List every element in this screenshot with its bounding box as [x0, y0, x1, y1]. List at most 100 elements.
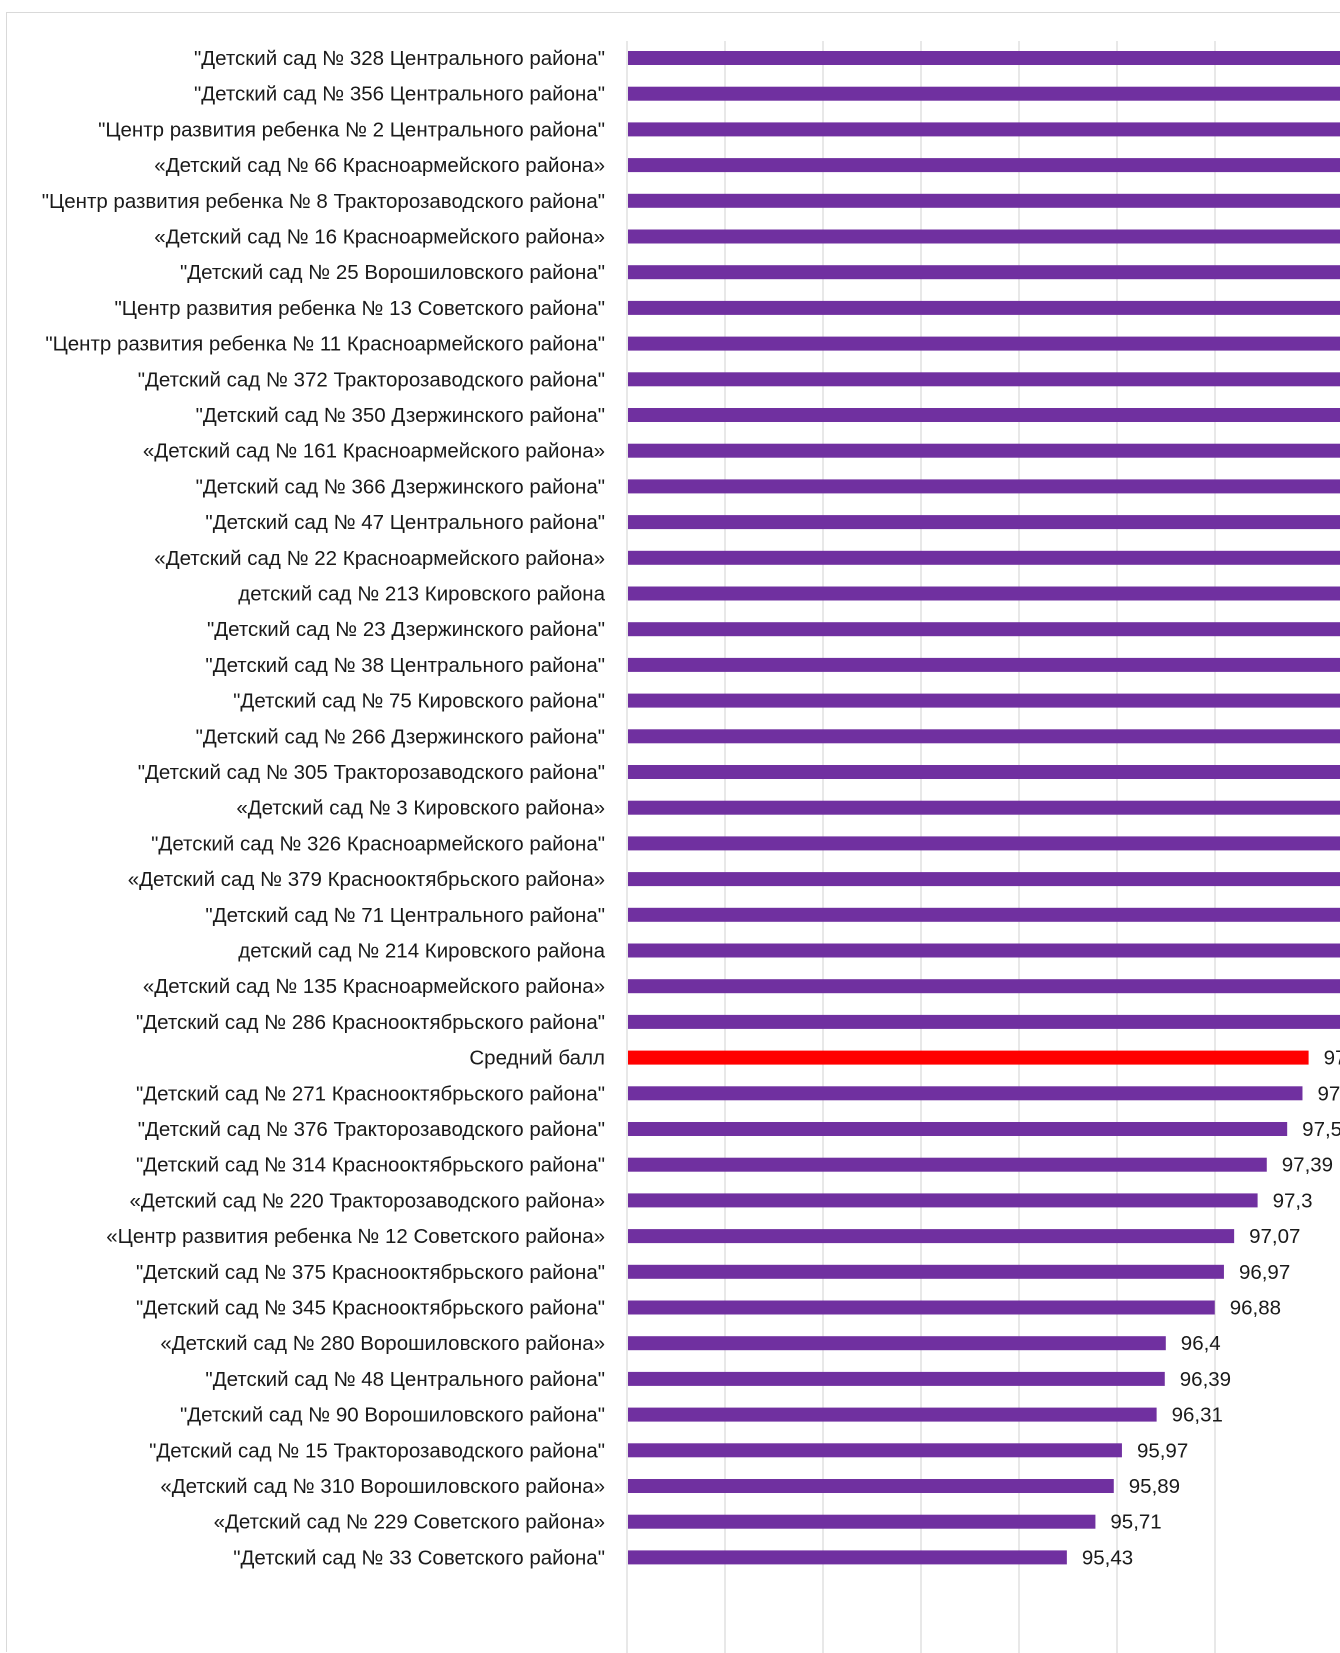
bar [628, 622, 1340, 637]
bar [628, 1264, 1224, 1279]
category-label: детский сад № 213 Кировского района [238, 583, 605, 606]
bar [628, 586, 1340, 601]
bar [628, 1407, 1157, 1422]
value-label: 95,43 [1082, 1546, 1133, 1569]
bar [628, 1300, 1215, 1315]
value-label: 96,31 [1172, 1404, 1223, 1427]
bar [628, 51, 1340, 65]
bar [628, 1479, 1114, 1493]
bar [628, 1122, 1288, 1136]
category-label: "Центр развития ребенка № 13 Советского … [115, 297, 605, 320]
category-label: «Детский сад № 220 Тракторозаводского ра… [129, 1189, 605, 1212]
bar [628, 300, 1340, 315]
bar [628, 943, 1340, 958]
category-label: "Детский сад № 366 Дзержинского района" [196, 475, 605, 498]
value-label: 95,89 [1129, 1475, 1180, 1498]
category-label: "Детский сад № 305 Тракторозаводского ра… [138, 761, 605, 784]
bar [628, 193, 1340, 208]
bar [628, 1336, 1166, 1351]
bar [628, 443, 1340, 458]
category-label: "Центр развития ребенка № 8 Тракторозаво… [42, 190, 605, 213]
bar [628, 907, 1340, 922]
value-label: 96,39 [1180, 1368, 1231, 1391]
category-label: "Детский сад № 314 Краснооктябрьского ра… [136, 1154, 605, 1177]
bar [628, 1371, 1165, 1386]
bar [628, 479, 1340, 494]
value-label: 95,97 [1137, 1439, 1188, 1462]
category-label: "Детский сад № 350 Дзержинского района" [196, 404, 605, 427]
value-label: 96,97 [1239, 1261, 1290, 1284]
bar [628, 336, 1340, 351]
category-label: «Детский сад № 310 Ворошиловского района… [160, 1475, 605, 1498]
category-label: "Детский сад № 375 Краснооктябрьского ра… [136, 1261, 605, 1284]
bar-average [628, 1050, 1309, 1065]
bar [628, 515, 1340, 530]
category-label: детский сад № 214 Кировского района [238, 940, 605, 963]
bar [628, 657, 1340, 672]
category-label: "Детский сад № 23 Дзержинского района" [207, 618, 605, 641]
bar [628, 1550, 1067, 1565]
bar [628, 229, 1340, 244]
category-label: "Детский сад № 15 Тракторозаводского рай… [149, 1439, 605, 1462]
bar [628, 1014, 1340, 1029]
category-label: «Детский сад № 280 Ворошиловского района… [160, 1332, 605, 1355]
value-labels: 998989898,98,097,897,7497,5997,3997,397,… [1082, 1047, 1340, 1570]
bar [628, 550, 1340, 565]
value-label: 97,8 [1324, 1047, 1340, 1070]
category-label: "Детский сад № 90 Ворошиловского района" [180, 1404, 605, 1427]
category-label: "Детский сад № 345 Краснооктябрьского ра… [136, 1297, 605, 1320]
category-label: "Центр развития ребенка № 11 Красноармей… [45, 333, 605, 356]
bar [628, 693, 1340, 708]
category-label: "Детский сад № 271 Краснооктябрьского ра… [136, 1082, 605, 1105]
bar [628, 1514, 1096, 1529]
category-label: "Детский сад № 286 Краснооктябрьского ра… [136, 1011, 605, 1034]
category-label: «Детский сад № 22 Красноармейского район… [154, 547, 605, 570]
category-label: "Детский сад № 47 Центрального района" [205, 511, 605, 534]
bar [628, 372, 1340, 387]
chart-frame: "Детский сад № 328 Центрального района" "… [6, 12, 1340, 1653]
bar [628, 1086, 1303, 1101]
bar [628, 1229, 1235, 1244]
bar [628, 800, 1340, 815]
value-label: 97,59 [1302, 1118, 1340, 1141]
bar [628, 1157, 1267, 1172]
category-label: "Детский сад № 376 Тракторозаводского ра… [138, 1118, 605, 1141]
bar [628, 408, 1340, 422]
category-label: «Детский сад № 135 Красноармейского райо… [143, 975, 605, 998]
category-label: "Детский сад № 71 Центрального района" [205, 904, 605, 927]
category-label: "Детский сад № 356 Центрального района" [194, 83, 605, 106]
category-label: «Центр развития ребенка № 12 Советского … [106, 1225, 605, 1248]
bar [628, 765, 1340, 779]
bar [628, 158, 1340, 173]
value-label: 97,74 [1317, 1082, 1340, 1105]
category-label: "Детский сад № 48 Центрального района" [205, 1368, 605, 1391]
category-label: «Детский сад № 229 Советского района» [214, 1511, 605, 1534]
bar [628, 729, 1340, 744]
bar [628, 122, 1340, 137]
category-label: "Детский сад № 38 Центрального района" [205, 654, 605, 677]
category-label: "Центр развития ребенка № 2 Центрального… [98, 118, 605, 141]
category-labels: "Детский сад № 328 Центрального района" "… [42, 47, 606, 1569]
category-label: "Детский сад № 328 Центрального района" [194, 47, 605, 70]
category-label: "Детский сад № 372 Тракторозаводского ра… [138, 368, 605, 391]
bar [628, 86, 1340, 101]
category-label: «Детский сад № 66 Красноармейского район… [154, 154, 605, 177]
category-label: Средний балл [469, 1047, 605, 1070]
bar [628, 872, 1340, 887]
bar [628, 836, 1340, 851]
category-label: «Детский сад № 161 Красноармейского райо… [143, 440, 605, 463]
chart: "Детский сад № 328 Центрального района" "… [42, 41, 1340, 1653]
category-label: "Детский сад № 33 Советского района" [233, 1546, 605, 1569]
category-label: "Детский сад № 326 Красноармейского райо… [151, 832, 605, 855]
category-label: «Детский сад № 3 Кировского района» [236, 797, 605, 820]
bar [628, 1443, 1122, 1458]
value-label: 97,39 [1282, 1154, 1333, 1177]
category-label: "Детский сад № 25 Ворошиловского района" [180, 261, 605, 284]
category-label: «Детский сад № 379 Краснооктябрьского ра… [128, 868, 605, 891]
category-label: «Детский сад № 16 Красноармейского район… [154, 226, 605, 249]
value-label: 96,4 [1181, 1332, 1221, 1355]
category-label: "Детский сад № 266 Дзержинского района" [196, 725, 605, 748]
value-label: 95,71 [1110, 1511, 1161, 1534]
bar [628, 265, 1340, 280]
value-label: 97,07 [1249, 1225, 1300, 1248]
